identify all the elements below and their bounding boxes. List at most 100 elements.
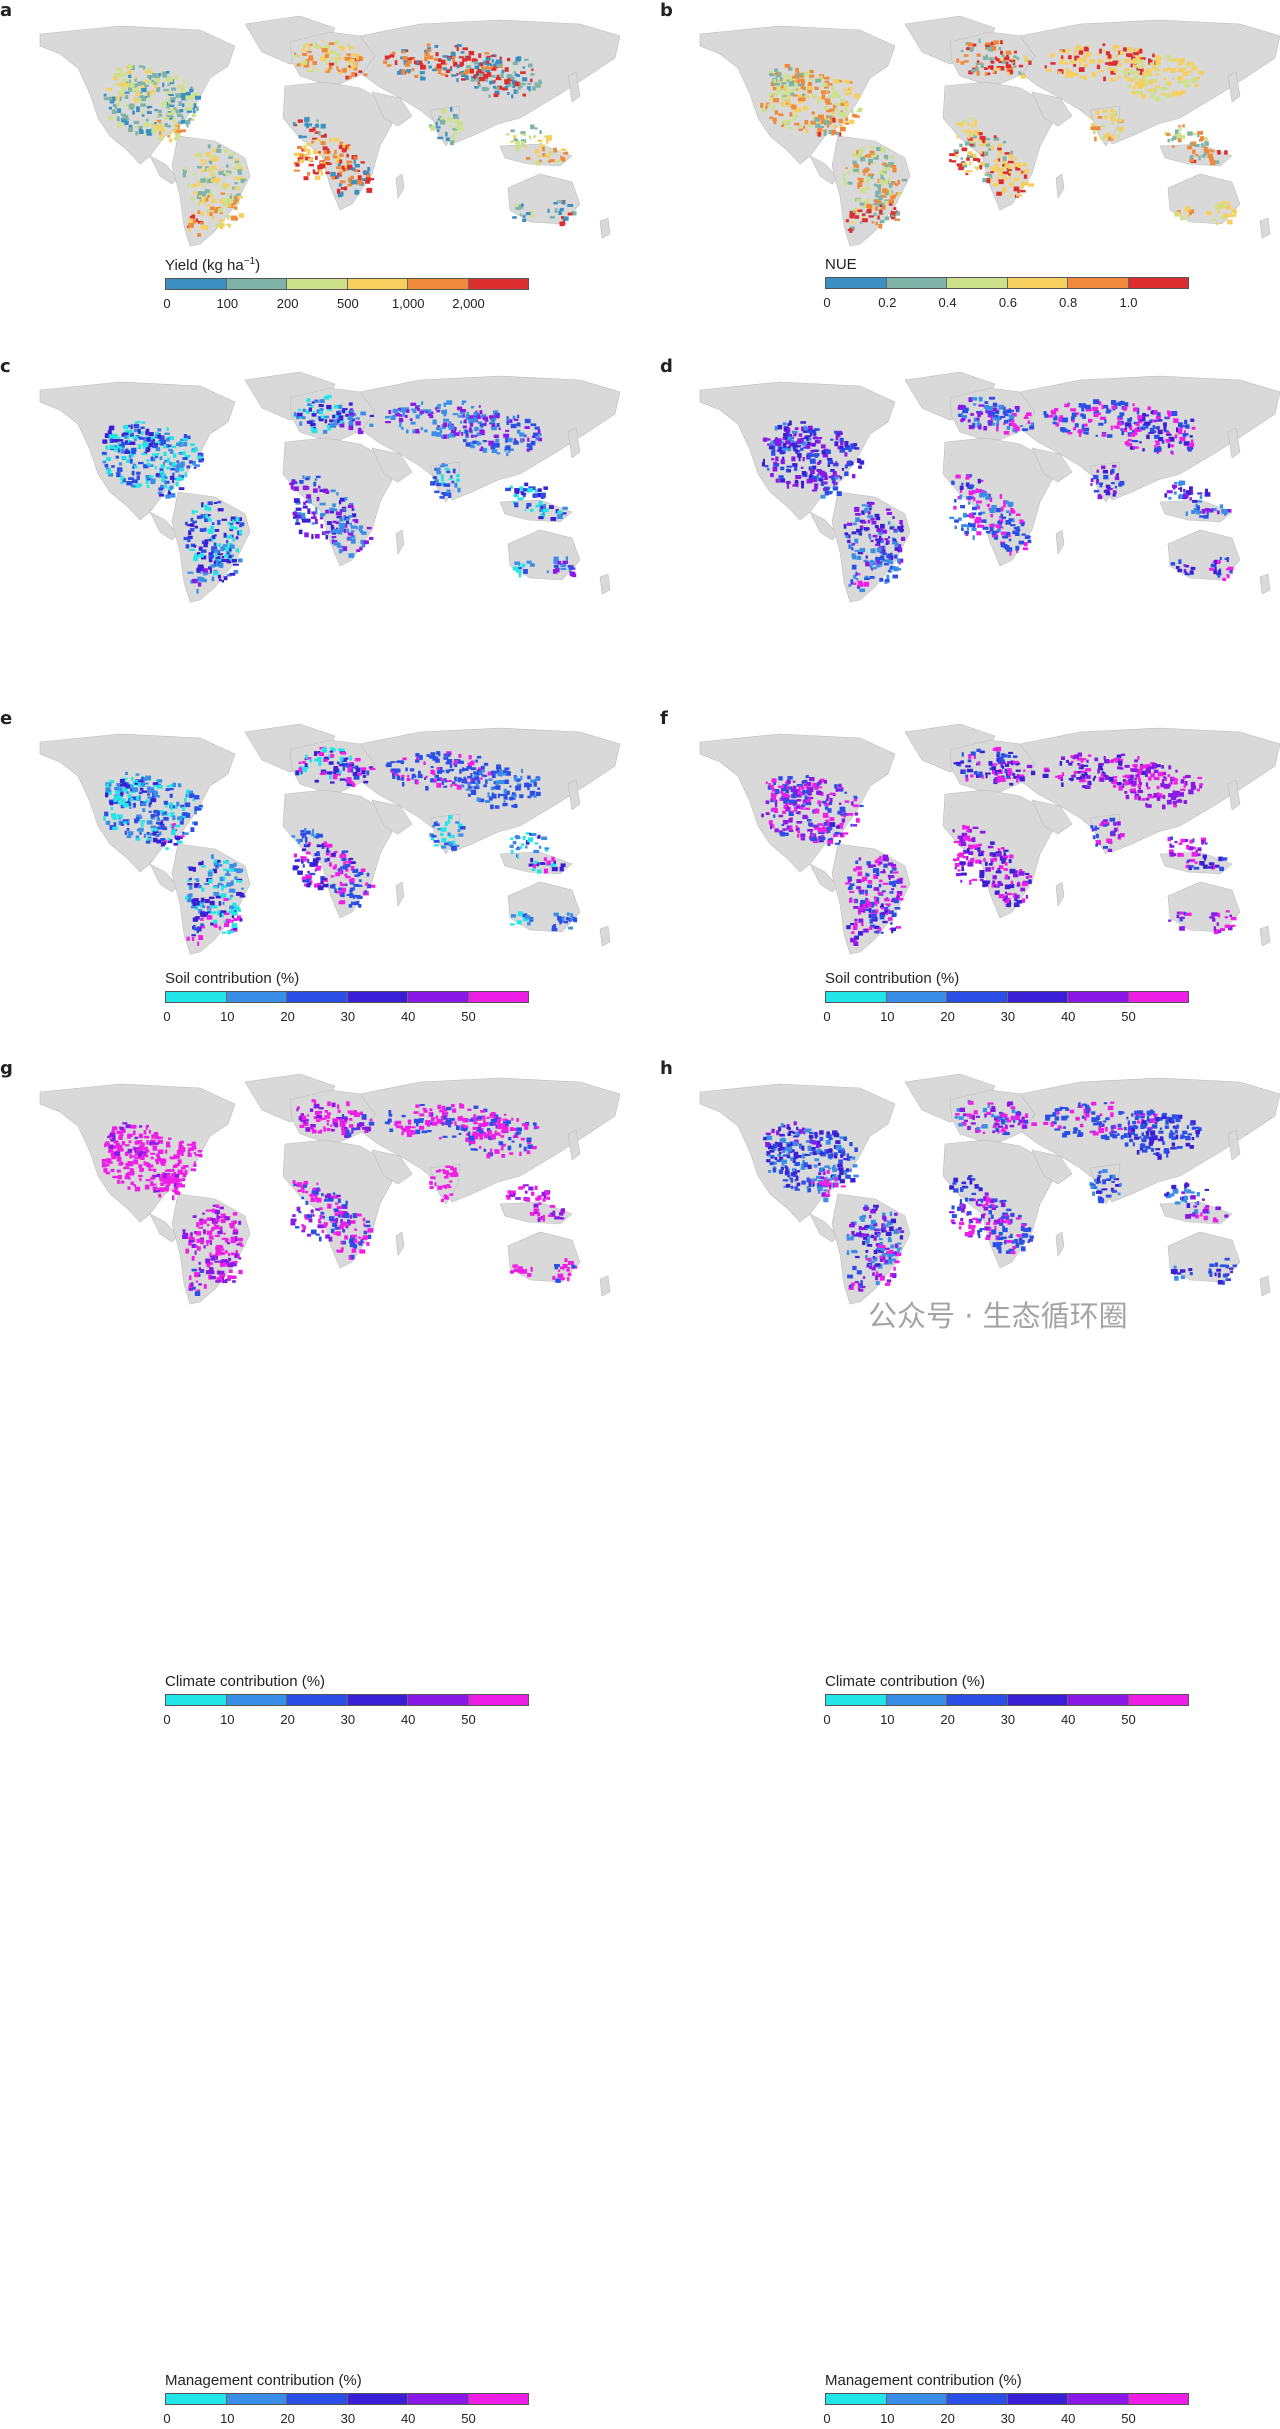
tick-label: 0 (163, 2411, 170, 2426)
colorbar-swatch (826, 278, 886, 288)
colorbar-swatch (886, 278, 947, 288)
tick-label: 0 (163, 1712, 170, 1727)
tick-label: 40 (401, 1712, 415, 1727)
tick-label: 50 (1121, 2411, 1135, 2426)
colorbar-swatch (1007, 1695, 1068, 1705)
colorbar-swatch (286, 1695, 347, 1705)
colorbar-swatch (468, 2394, 529, 2404)
colorbar-swatch (1007, 278, 1068, 288)
colorbar (165, 278, 529, 290)
legend-title: Yield (kg ha−1) (165, 256, 529, 274)
landmass (600, 1276, 610, 1296)
tick-label: 30 (1001, 1712, 1015, 1727)
colorbar (825, 1694, 1189, 1706)
colorbar-swatch (1067, 2394, 1128, 2404)
colorbar-swatch (407, 1695, 468, 1705)
landmass (1260, 218, 1270, 238)
colorbar (825, 2393, 1189, 2405)
colorbar-swatch (1067, 278, 1128, 288)
colorbar-swatch (1128, 1695, 1189, 1705)
world-map (660, 1064, 1280, 1309)
colorbar-swatch (1007, 2394, 1068, 2404)
tick-label: 30 (341, 1712, 355, 1727)
colorbar-swatch (1128, 2394, 1189, 2404)
colorbar-swatch (407, 279, 468, 289)
tick-label: 20 (280, 2411, 294, 2426)
landmass (1260, 574, 1270, 594)
tick-label: 10 (220, 1712, 234, 1727)
landmass (283, 790, 392, 918)
colorbar-swatch (286, 2394, 347, 2404)
colorbar-swatch (886, 2394, 947, 2404)
world-map (0, 714, 630, 959)
world-map (660, 714, 1280, 959)
tick-label: 0.2 (878, 295, 896, 310)
colorbar-swatch (946, 2394, 1007, 2404)
tick-label: 100 (216, 296, 238, 311)
legend-title: Climate contribution (%) (165, 1673, 529, 1690)
tick-label: 500 (337, 296, 359, 311)
tick-label: 0 (823, 2411, 830, 2426)
legend-title: Management contribution (%) (825, 2372, 1189, 2389)
legend-title: Climate contribution (%) (825, 1673, 1189, 1690)
tick-label: 10 (220, 2411, 234, 2426)
tick-label: 0.6 (999, 295, 1017, 310)
landmass (950, 740, 1035, 792)
watermark: 公众号 · 生态循环圈 (868, 1293, 1128, 1335)
landmass (396, 174, 404, 198)
tick-label: 40 (1061, 1712, 1075, 1727)
landmass (1260, 926, 1270, 946)
colorbar-swatch (166, 2394, 226, 2404)
tick-label: 10 (880, 1712, 894, 1727)
landmass (600, 574, 610, 594)
landmass (1056, 882, 1064, 906)
landmass (1056, 174, 1064, 198)
landmass (396, 882, 404, 906)
tick-label: 20 (940, 2411, 954, 2426)
tick-label: 1.0 (1119, 295, 1137, 310)
colorbar (165, 2393, 529, 2405)
tick-label: 30 (341, 2411, 355, 2426)
landmass (600, 218, 610, 238)
landmass (1056, 1232, 1064, 1256)
landmass (508, 882, 580, 932)
tick-label: 30 (1001, 2411, 1015, 2426)
colorbar-swatch (226, 279, 287, 289)
tick-label: 40 (1061, 2411, 1075, 2426)
tick-label: 0 (163, 296, 170, 311)
landmass (508, 174, 580, 224)
colorbar-swatch (826, 1695, 886, 1705)
tick-label: 0 (823, 295, 830, 310)
world-map (0, 6, 630, 251)
legend-title: NUE (825, 256, 1189, 273)
colorbar-swatch (347, 2394, 408, 2404)
world-map (660, 6, 1280, 251)
colorbar-swatch (1067, 1695, 1128, 1705)
landmass (396, 530, 404, 554)
colorbar-swatch (946, 1695, 1007, 1705)
colorbar-swatch (166, 279, 226, 289)
world-map (0, 362, 630, 607)
colorbar-swatch (826, 2394, 886, 2404)
tick-label: 50 (1121, 1712, 1135, 1727)
landmass (600, 926, 610, 946)
colorbar-swatch (886, 1695, 947, 1705)
colorbar-swatch (468, 279, 529, 289)
colorbar-swatch (286, 279, 347, 289)
colorbar-swatch (946, 278, 1007, 288)
